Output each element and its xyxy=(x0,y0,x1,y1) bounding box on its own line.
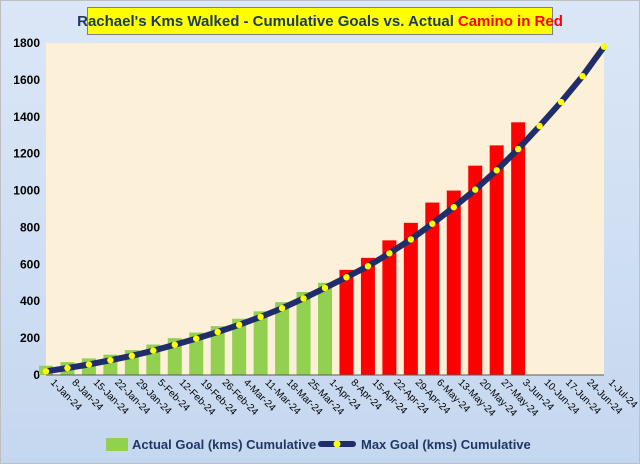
y-tick-label: 0 xyxy=(33,368,40,382)
max-goal-marker-3-Jun-24 xyxy=(514,145,522,153)
max-goal-marker-6-May-24 xyxy=(429,220,436,227)
max-goal-marker-19-Feb-24 xyxy=(193,335,200,342)
legend: Actual Goal (kms) Cumulative Max Goal (k… xyxy=(106,437,531,452)
max-goal-line-layer xyxy=(42,43,608,375)
max-goal-marker-27-May-24 xyxy=(493,167,500,174)
max-goal-marker-15-Apr-24 xyxy=(364,262,372,270)
bar-actual-15-Apr-24 xyxy=(360,257,375,375)
max-goal-marker-20-May-24 xyxy=(472,186,479,193)
max-goal-marker-22-Jan-24 xyxy=(107,357,114,364)
legend-swatch-max-marker xyxy=(333,440,341,448)
max-goal-marker-1-Apr-24 xyxy=(321,284,329,292)
legend-swatch-actual xyxy=(106,438,128,451)
legend-label-actual: Actual Goal (kms) Cumulative xyxy=(132,437,316,452)
bar-actual-11-Mar-24 xyxy=(253,311,268,375)
y-tick-label: 1000 xyxy=(13,184,40,198)
bar-actual-26-Feb-24 xyxy=(210,326,225,375)
max-goal-marker-5-Feb-24 xyxy=(150,347,157,354)
max-goal-marker-24-Jun-24 xyxy=(579,73,586,80)
bar-actual-20-May-24 xyxy=(468,165,483,375)
y-tick-label: 1400 xyxy=(13,110,40,124)
max-goal-marker-4-Mar-24 xyxy=(235,321,243,329)
bar-actual-22-Apr-24 xyxy=(382,240,397,375)
max-goal-marker-8-Jan-24 xyxy=(64,364,71,372)
bar-actual-27-May-24 xyxy=(489,145,504,375)
y-tick-label: 400 xyxy=(20,294,40,308)
y-tick-label: 600 xyxy=(20,257,40,271)
max-goal-marker-17-Jun-24 xyxy=(557,98,565,106)
y-tick-label: 800 xyxy=(20,220,40,234)
max-goal-marker-29-Jan-24 xyxy=(128,352,136,360)
max-goal-marker-1-Jan-24 xyxy=(42,368,50,375)
y-axis: 0 200 400 600 800 1000 1200 1400 1600 1800 xyxy=(13,36,40,382)
bar-actual-3-Jun-24 xyxy=(511,122,526,375)
y-tick-label: 1200 xyxy=(13,147,40,161)
bar-actual-19-Feb-24 xyxy=(189,332,204,375)
chart-title-main: Rachael's Kms Walked - Cumulative Goals … xyxy=(77,12,454,30)
bar-actual-6-May-24 xyxy=(425,202,440,375)
bar-actual-13-May-24 xyxy=(446,190,461,375)
bar-actual-18-Mar-24 xyxy=(275,302,290,375)
bar-actual-25-Mar-24 xyxy=(296,292,311,375)
bar-actual-8-Apr-24 xyxy=(339,269,354,375)
chart-title: Rachael's Kms Walked - Cumulative Goals … xyxy=(77,7,563,35)
max-goal-marker-29-Apr-24 xyxy=(407,236,415,243)
max-goal-marker-12-Feb-24 xyxy=(171,341,178,348)
max-goal-marker-1-Jul-24 xyxy=(600,43,608,50)
legend-label-max: Max Goal (kms) Cumulative xyxy=(361,437,531,452)
max-goal-marker-8-Apr-24 xyxy=(343,274,350,281)
y-tick-label: 1600 xyxy=(13,73,40,87)
max-goal-marker-15-Jan-24 xyxy=(85,361,93,368)
y-tick-label: 1800 xyxy=(13,36,40,50)
bar-actual-4-Mar-24 xyxy=(232,318,247,375)
max-goal-marker-13-May-24 xyxy=(450,203,457,211)
y-tick-label: 200 xyxy=(20,331,40,345)
bar-actual-1-Apr-24 xyxy=(318,282,332,375)
x-axis: 1-Jan-248-Jan-2415-Jan-2422-Jan-2429-Jan… xyxy=(46,374,639,419)
max-goal-marker-26-Feb-24 xyxy=(214,328,221,336)
max-goal-marker-11-Mar-24 xyxy=(257,313,264,321)
max-goal-marker-25-Mar-24 xyxy=(300,295,307,302)
chart-title-accent: Camino in Red xyxy=(457,12,563,30)
max-goal-marker-22-Apr-24 xyxy=(386,250,393,257)
max-goal-marker-18-Mar-24 xyxy=(278,305,286,312)
bar-actual-29-Apr-24 xyxy=(403,222,418,375)
max-goal-marker-10-Jun-24 xyxy=(536,122,543,130)
